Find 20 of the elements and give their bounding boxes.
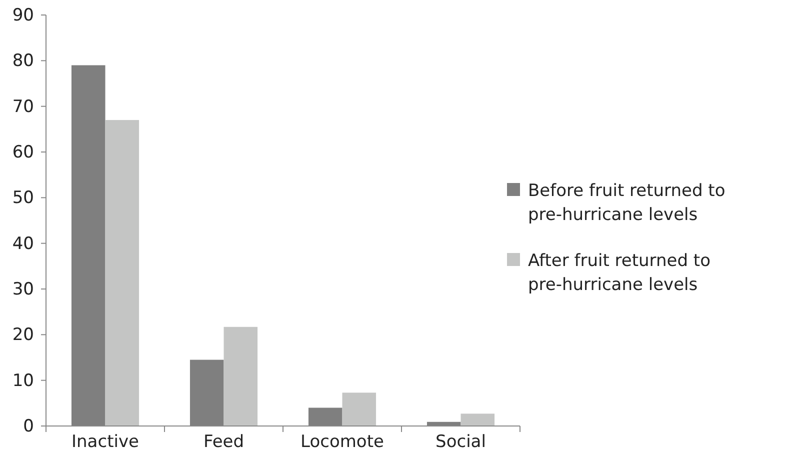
y-tick-label: 80	[12, 51, 34, 72]
bar	[460, 414, 495, 426]
x-tick-label: Locomote	[300, 432, 384, 452]
legend-label: Before fruit returned to pre-hurricane levels	[528, 181, 726, 225]
x-tick-label: Inactive	[72, 432, 139, 452]
y-tick-label: 70	[12, 96, 34, 117]
y-tick-label: 60	[12, 142, 34, 162]
y-tick-label: 0	[23, 416, 34, 436]
legend-label: After fruit returned to pre-hurricane levels	[528, 251, 710, 295]
y-tick-label: 10	[12, 370, 34, 391]
y-tick-label: 90	[12, 5, 34, 26]
y-tick-label: 20	[12, 325, 34, 346]
y-tick-label: 30	[12, 279, 34, 300]
y-tick-label: 50	[12, 188, 34, 208]
bar	[342, 392, 376, 426]
y-tick-label: 40	[12, 234, 34, 254]
bar	[105, 120, 140, 426]
x-tick-label: Feed	[203, 432, 244, 452]
x-tick-label: Social	[436, 432, 486, 452]
bar	[224, 326, 258, 426]
